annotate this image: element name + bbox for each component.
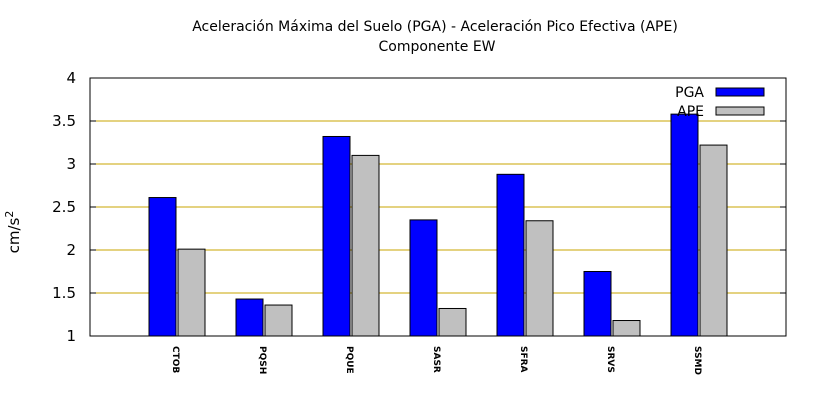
- y-tick-label: 1.5: [52, 284, 76, 302]
- x-tick-label: SFRA: [518, 346, 528, 373]
- bar-pga-pque: [322, 135, 351, 337]
- bar-pga-ctob: [148, 197, 177, 337]
- bar-ape-sasr: [438, 307, 467, 337]
- x-tick-label: SRVS: [605, 346, 615, 373]
- bar-ape-ctob: [177, 248, 206, 337]
- chart-title: Aceleración Máxima del Suelo (PGA) - Ace…: [192, 19, 678, 35]
- y-tick-label: 3: [66, 155, 76, 173]
- y-tick-label: 1: [66, 327, 76, 345]
- bar-pga-pqsh: [235, 298, 264, 337]
- legend: PGA APE: [675, 85, 765, 120]
- y-axis-label: cm/s2: [3, 211, 23, 254]
- x-tick-label: SSMD: [692, 346, 702, 375]
- bar-pga-ssmd: [670, 113, 699, 337]
- legend-label: APE: [677, 104, 704, 120]
- legend-swatch: [715, 87, 765, 97]
- y-tick-label: 2: [66, 241, 76, 259]
- bar-ape-sfra: [525, 220, 554, 337]
- x-tick-label: SASR: [431, 346, 441, 373]
- bars: [148, 113, 728, 337]
- x-axis-labels: CTOB PQSH PQUE SASR SFRA SRVS SSMD: [170, 346, 702, 375]
- plot-frame: [89, 77, 787, 337]
- bar-pga-sasr: [409, 219, 438, 337]
- y-tick-label: 2.5: [52, 198, 76, 216]
- chart-subtitle: Componente EW: [378, 39, 495, 55]
- x-tick-label: PQUE: [344, 346, 354, 374]
- legend-swatch: [715, 106, 765, 116]
- bar-ape-pqsh: [264, 304, 293, 337]
- bar-pga-srvs: [583, 271, 612, 337]
- legend-label: PGA: [675, 85, 704, 101]
- bar-ape-ssmd: [699, 144, 728, 337]
- gridlines: [90, 120, 786, 294]
- y-tick-label: 3.5: [52, 112, 76, 130]
- bar-ape-pque: [351, 154, 380, 337]
- x-tick-label: CTOB: [170, 346, 180, 373]
- bar-pga-sfra: [496, 173, 525, 337]
- x-tick-label: PQSH: [257, 346, 267, 374]
- bar-ape-srvs: [612, 320, 641, 337]
- y-tick-label: 4: [66, 69, 76, 87]
- y-axis-ticks: 1 1.5 2 2.5 3 3.5 4: [52, 69, 786, 345]
